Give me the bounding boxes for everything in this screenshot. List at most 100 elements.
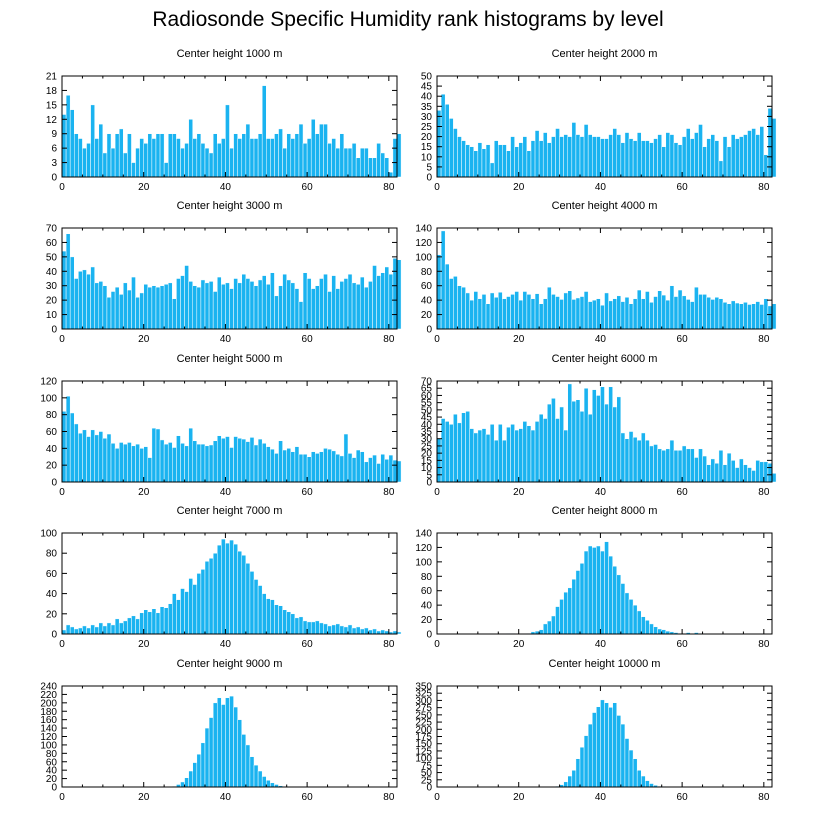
histogram-bar: [388, 273, 394, 330]
y-tick-label: 120: [415, 543, 432, 554]
y-tick-label: 60: [46, 238, 58, 249]
histogram-panel: 0 20 40 60 80 0 20 40 60 80 100 120 140: [415, 224, 777, 345]
histogram-bar: [575, 399, 581, 483]
histogram-bar: [620, 432, 626, 483]
histogram-bar: [449, 278, 454, 330]
y-tick-label: 20: [46, 296, 58, 307]
histogram-bar: [624, 132, 630, 178]
histogram-bar: [690, 448, 695, 483]
histogram-bar: [200, 569, 206, 635]
panel-title: Center height 8000 m: [551, 505, 658, 517]
histogram-bar: [542, 298, 548, 330]
histogram-bar: [135, 147, 140, 178]
x-tick-label: 60: [302, 182, 314, 193]
histogram-bar: [608, 386, 613, 483]
histogram-bar: [714, 462, 720, 483]
histogram-bar: [726, 303, 732, 330]
histogram-bar: [730, 300, 736, 330]
histogram-bar: [131, 445, 136, 483]
histogram-bar: [98, 431, 104, 483]
histogram-bar: [343, 626, 349, 635]
histogram-bar: [106, 622, 112, 635]
x-tick-label: 80: [383, 639, 395, 650]
y-tick-label: 12: [46, 115, 58, 126]
histogram-bar: [567, 587, 573, 635]
histogram-bar: [489, 292, 495, 330]
histogram-bar: [449, 424, 454, 483]
histogram-bar: [131, 615, 136, 635]
histogram-bar: [600, 699, 605, 788]
histogram-bar: [319, 123, 324, 178]
y-tick-label: 80: [421, 267, 433, 278]
histogram-bar: [270, 599, 275, 635]
histogram-bar: [302, 453, 308, 483]
histogram-bar: [298, 301, 304, 330]
y-tick-label: 275: [415, 703, 432, 714]
histogram-bar: [196, 443, 202, 483]
histogram-bar: [167, 442, 173, 483]
x-tick-label: 40: [220, 792, 232, 803]
histogram-bar: [278, 285, 283, 330]
histogram-bar: [143, 446, 149, 483]
histogram-bar: [90, 624, 95, 635]
histogram-bar: [331, 450, 336, 483]
histogram-bar: [587, 545, 593, 635]
histogram-bar: [591, 389, 597, 483]
y-tick-label: 60: [421, 281, 433, 292]
x-tick-label: 60: [677, 334, 689, 345]
histogram-bar: [241, 438, 247, 483]
histogram-bar: [65, 624, 71, 635]
x-tick-label: 40: [220, 639, 232, 650]
histogram-bar: [188, 770, 193, 788]
histogram-bar: [710, 299, 716, 330]
y-tick-label: 140: [415, 529, 432, 540]
histogram-bar: [323, 273, 328, 330]
histogram-bar: [82, 147, 87, 178]
histogram-bar: [319, 451, 324, 483]
histogram-bar: [380, 272, 386, 330]
histogram-bar: [261, 443, 267, 483]
histogram-bar: [657, 448, 662, 483]
histogram-bar: [673, 142, 679, 178]
y-tick-label: 20: [46, 774, 58, 785]
histogram-bar: [172, 133, 177, 178]
histogram-bar: [192, 584, 198, 635]
y-tick-label: 40: [46, 589, 58, 600]
histogram-bar: [253, 285, 259, 330]
histogram-bar: [669, 134, 675, 178]
histogram-bar: [384, 266, 390, 330]
histogram-bar: [253, 138, 259, 178]
histogram-bar: [163, 284, 169, 330]
y-tick-label: 0: [426, 325, 432, 336]
histogram-bar: [323, 623, 328, 635]
histogram-bar: [734, 138, 740, 178]
histogram-bar: [86, 143, 91, 178]
histogram-bar: [702, 146, 707, 178]
histogram-bar: [110, 291, 116, 330]
histogram-bar: [771, 303, 777, 330]
histogram-bar: [457, 422, 462, 483]
histogram-bar: [477, 429, 483, 483]
y-tick-label: 0: [426, 173, 432, 184]
histogram-bar: [645, 620, 650, 635]
histogram-bar: [376, 143, 381, 178]
histogram-bar: [135, 618, 140, 635]
y-tick-label: 40: [421, 92, 433, 103]
histogram-bar: [380, 152, 386, 178]
x-tick-label: 0: [434, 792, 440, 803]
histogram-bar: [636, 289, 642, 330]
histogram-bar: [335, 288, 341, 330]
histogram-bar: [469, 428, 475, 483]
histogram-bar: [298, 453, 304, 483]
histogram-bar: [612, 298, 618, 330]
histogram-bar: [506, 296, 511, 330]
x-tick-label: 0: [434, 182, 440, 193]
histogram-bar: [710, 134, 716, 178]
histogram-bar: [372, 628, 377, 635]
histogram-bar: [542, 132, 548, 178]
histogram-bar: [172, 298, 177, 330]
histogram-bar: [694, 457, 699, 483]
histogram-bar: [575, 570, 581, 635]
histogram-bar: [245, 441, 251, 483]
histogram-bar: [155, 612, 161, 635]
